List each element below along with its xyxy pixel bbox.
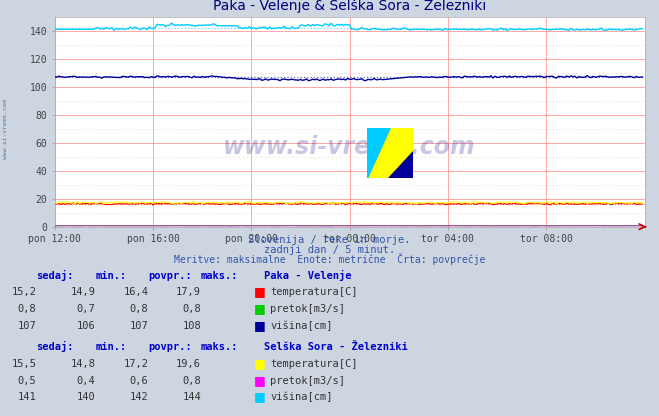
Text: 16,4: 16,4 bbox=[123, 287, 148, 297]
Text: 17,2: 17,2 bbox=[123, 359, 148, 369]
Text: povpr.:: povpr.: bbox=[148, 342, 192, 352]
Text: www.si-vreme.com: www.si-vreme.com bbox=[223, 135, 476, 159]
Text: ■: ■ bbox=[254, 285, 266, 298]
Text: 14,9: 14,9 bbox=[71, 287, 96, 297]
Text: 0,6: 0,6 bbox=[130, 376, 148, 386]
Polygon shape bbox=[368, 128, 390, 178]
Text: pretok[m3/s]: pretok[m3/s] bbox=[270, 376, 345, 386]
Text: ■: ■ bbox=[254, 390, 266, 403]
Text: www.si-vreme.com: www.si-vreme.com bbox=[3, 99, 8, 159]
Text: povpr.:: povpr.: bbox=[148, 271, 192, 281]
Text: 107: 107 bbox=[130, 321, 148, 331]
Text: 0,8: 0,8 bbox=[183, 376, 201, 386]
Text: zadnji dan / 5 minut.: zadnji dan / 5 minut. bbox=[264, 245, 395, 255]
Text: 19,6: 19,6 bbox=[176, 359, 201, 369]
Text: 17,9: 17,9 bbox=[176, 287, 201, 297]
Text: ■: ■ bbox=[254, 302, 266, 315]
Text: 140: 140 bbox=[77, 392, 96, 402]
Text: Paka - Velenje: Paka - Velenje bbox=[264, 270, 351, 281]
Text: maks.:: maks.: bbox=[201, 271, 239, 281]
Title: Paka - Velenje & Selška Sora - Železniki: Paka - Velenje & Selška Sora - Železniki bbox=[213, 0, 486, 13]
Text: 0,8: 0,8 bbox=[130, 304, 148, 314]
Text: min.:: min.: bbox=[96, 271, 127, 281]
Text: ■: ■ bbox=[254, 357, 266, 370]
Text: Slovenija / reke in morje.: Slovenija / reke in morje. bbox=[248, 235, 411, 245]
Text: Selška Sora - Železniki: Selška Sora - Železniki bbox=[264, 342, 407, 352]
Text: 106: 106 bbox=[77, 321, 96, 331]
Text: temperatura[C]: temperatura[C] bbox=[270, 359, 358, 369]
Text: 141: 141 bbox=[18, 392, 36, 402]
Text: maks.:: maks.: bbox=[201, 342, 239, 352]
Text: 14,8: 14,8 bbox=[71, 359, 96, 369]
Text: Meritve: maksimalne  Enote: metrične  Črta: povprečje: Meritve: maksimalne Enote: metrične Črta… bbox=[174, 253, 485, 265]
Text: 107: 107 bbox=[18, 321, 36, 331]
Text: 0,8: 0,8 bbox=[18, 304, 36, 314]
Text: 144: 144 bbox=[183, 392, 201, 402]
Text: min.:: min.: bbox=[96, 342, 127, 352]
Text: 0,5: 0,5 bbox=[18, 376, 36, 386]
Text: 0,8: 0,8 bbox=[183, 304, 201, 314]
Text: 142: 142 bbox=[130, 392, 148, 402]
Text: 0,4: 0,4 bbox=[77, 376, 96, 386]
Text: 108: 108 bbox=[183, 321, 201, 331]
Text: višina[cm]: višina[cm] bbox=[270, 392, 333, 402]
Text: 15,2: 15,2 bbox=[11, 287, 36, 297]
Text: sedaj:: sedaj: bbox=[36, 341, 74, 352]
Text: 0,7: 0,7 bbox=[77, 304, 96, 314]
Text: višina[cm]: višina[cm] bbox=[270, 320, 333, 331]
Polygon shape bbox=[388, 151, 413, 178]
Text: 15,5: 15,5 bbox=[11, 359, 36, 369]
Text: sedaj:: sedaj: bbox=[36, 270, 74, 281]
Text: ■: ■ bbox=[254, 374, 266, 386]
Text: temperatura[C]: temperatura[C] bbox=[270, 287, 358, 297]
Text: ■: ■ bbox=[254, 319, 266, 332]
Text: pretok[m3/s]: pretok[m3/s] bbox=[270, 304, 345, 314]
